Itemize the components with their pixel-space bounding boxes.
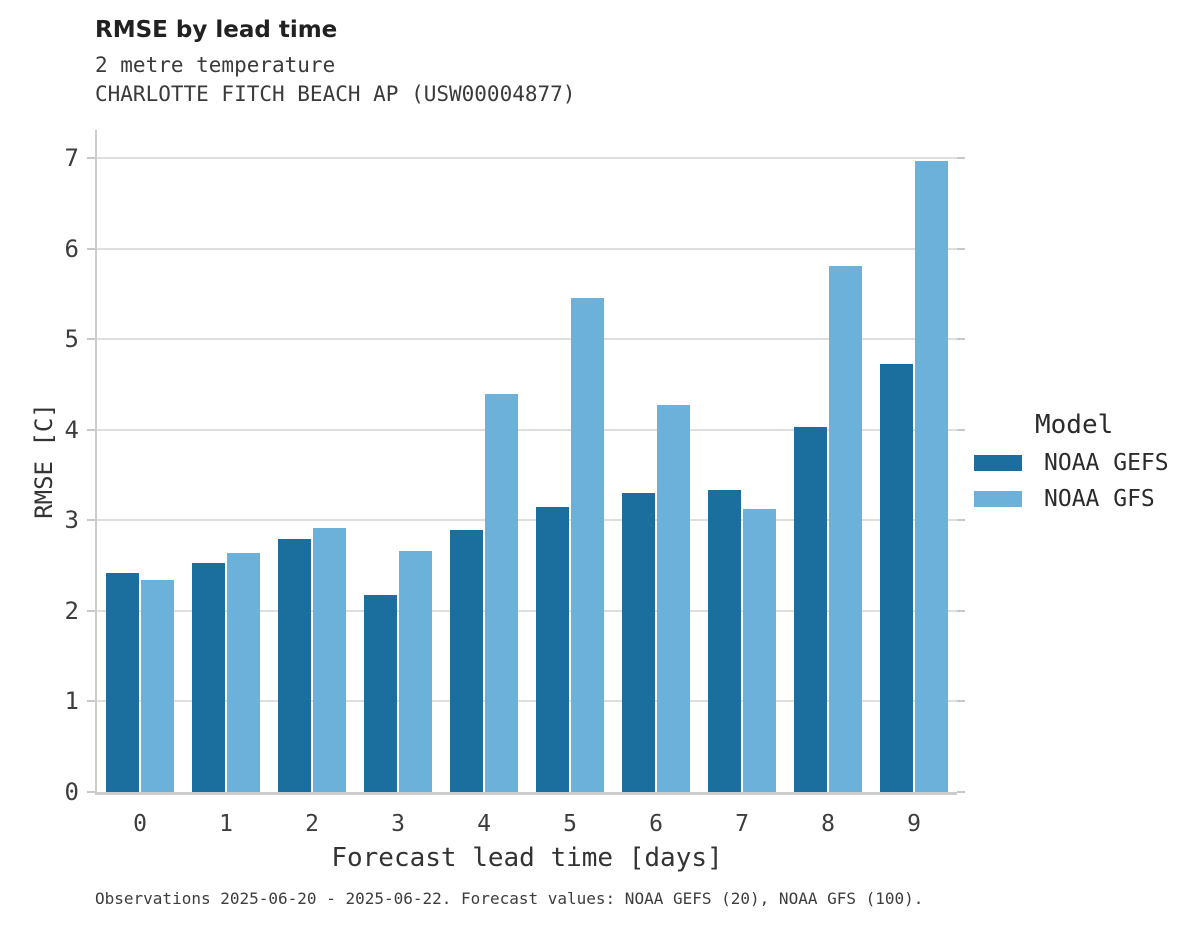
gridline-y-4 [97, 428, 957, 431]
bar-gefs-lead-8 [794, 427, 827, 792]
ytick-mark-left-1 [87, 700, 95, 703]
ytick-mark-right-3 [957, 519, 965, 522]
gridline-y-2 [97, 609, 957, 612]
bar-gefs-lead-3 [364, 594, 397, 792]
x-tick-label-7: 7 [735, 811, 749, 837]
chart-subtitle-variable: 2 metre temperature [95, 53, 336, 77]
gridline-y-1 [97, 700, 957, 703]
ytick-mark-right-2 [957, 609, 965, 612]
bar-gfs-lead-8 [828, 265, 862, 792]
gridline-y-5 [97, 338, 957, 341]
y-tick-label-7: 7 [64, 144, 79, 173]
x-tick-label-6: 6 [649, 811, 663, 837]
chart-title: RMSE by lead time [95, 17, 338, 43]
ytick-mark-right-7 [957, 157, 965, 160]
x-tick-label-1: 1 [219, 811, 233, 837]
bar-gfs-lead-1 [226, 552, 260, 792]
ytick-mark-right-1 [957, 700, 965, 703]
x-tick-label-0: 0 [133, 811, 147, 837]
bar-gfs-lead-3 [398, 551, 432, 792]
bar-gefs-lead-5 [536, 506, 569, 792]
bar-gefs-lead-1 [192, 562, 225, 792]
x-tick-label-4: 4 [477, 811, 491, 837]
y-tick-label-2: 2 [64, 596, 79, 625]
ytick-mark-right-5 [957, 338, 965, 341]
y-tick-label-1: 1 [64, 687, 79, 716]
bar-gefs-lead-7 [708, 490, 741, 792]
bar-gefs-lead-9 [880, 363, 913, 792]
y-tick-label-3: 3 [64, 506, 79, 535]
x-axis-title: Forecast lead time [days] [331, 843, 723, 873]
bar-gfs-lead-4 [484, 394, 518, 792]
bar-gfs-lead-6 [656, 405, 690, 792]
gridline-y-3 [97, 519, 957, 522]
bar-gfs-lead-2 [312, 527, 346, 792]
legend: Model NOAA GEFS NOAA GFS [955, 405, 1193, 517]
ytick-mark-left-3 [87, 519, 95, 522]
x-tick-label-8: 8 [821, 811, 835, 837]
ytick-mark-left-2 [87, 609, 95, 612]
y-tick-label-6: 6 [64, 234, 79, 263]
bar-gefs-lead-0 [106, 572, 139, 792]
bar-gefs-lead-4 [450, 530, 483, 792]
x-tick-label-5: 5 [563, 811, 577, 837]
x-tick-label-9: 9 [907, 811, 921, 837]
ytick-mark-left-0 [87, 791, 95, 793]
chart-subtitle-station: CHARLOTTE FITCH BEACH AP (USW00004877) [95, 82, 576, 106]
ytick-mark-right-4 [957, 428, 965, 431]
y-tick-label-0: 0 [64, 778, 79, 806]
legend-entry-label: NOAA GEFS [1044, 450, 1169, 476]
bar-gfs-lead-9 [914, 160, 948, 792]
legend-entry-label: NOAA GFS [1044, 486, 1155, 512]
bar-gfs-lead-5 [570, 297, 604, 792]
x-tick-label-3: 3 [391, 811, 405, 837]
footer-note: Observations 2025-06-20 - 2025-06-22. Fo… [95, 889, 924, 908]
gridline-y-7 [97, 157, 957, 160]
legend-title: Model [1035, 410, 1114, 440]
bar-gfs-lead-7 [742, 508, 776, 792]
ytick-mark-left-7 [87, 157, 95, 160]
ytick-mark-left-5 [87, 338, 95, 341]
y-tick-label-4: 4 [64, 415, 79, 444]
y-tick-label-5: 5 [64, 325, 79, 354]
ytick-mark-left-6 [87, 247, 95, 250]
bar-gefs-lead-2 [278, 539, 311, 792]
ytick-mark-left-4 [87, 428, 95, 431]
bar-gefs-lead-6 [622, 493, 655, 792]
ytick-mark-right-0 [957, 791, 965, 793]
gridline-y-6 [97, 247, 957, 250]
legend-entry-1: NOAA GFS [955, 481, 1193, 517]
legend-swatch-icon [974, 491, 1022, 507]
legend-entry-0: NOAA GEFS [955, 445, 1193, 481]
x-tick-label-2: 2 [305, 811, 319, 837]
ytick-mark-right-6 [957, 247, 965, 250]
bar-gfs-lead-0 [140, 580, 174, 792]
legend-swatch-icon [974, 455, 1022, 471]
